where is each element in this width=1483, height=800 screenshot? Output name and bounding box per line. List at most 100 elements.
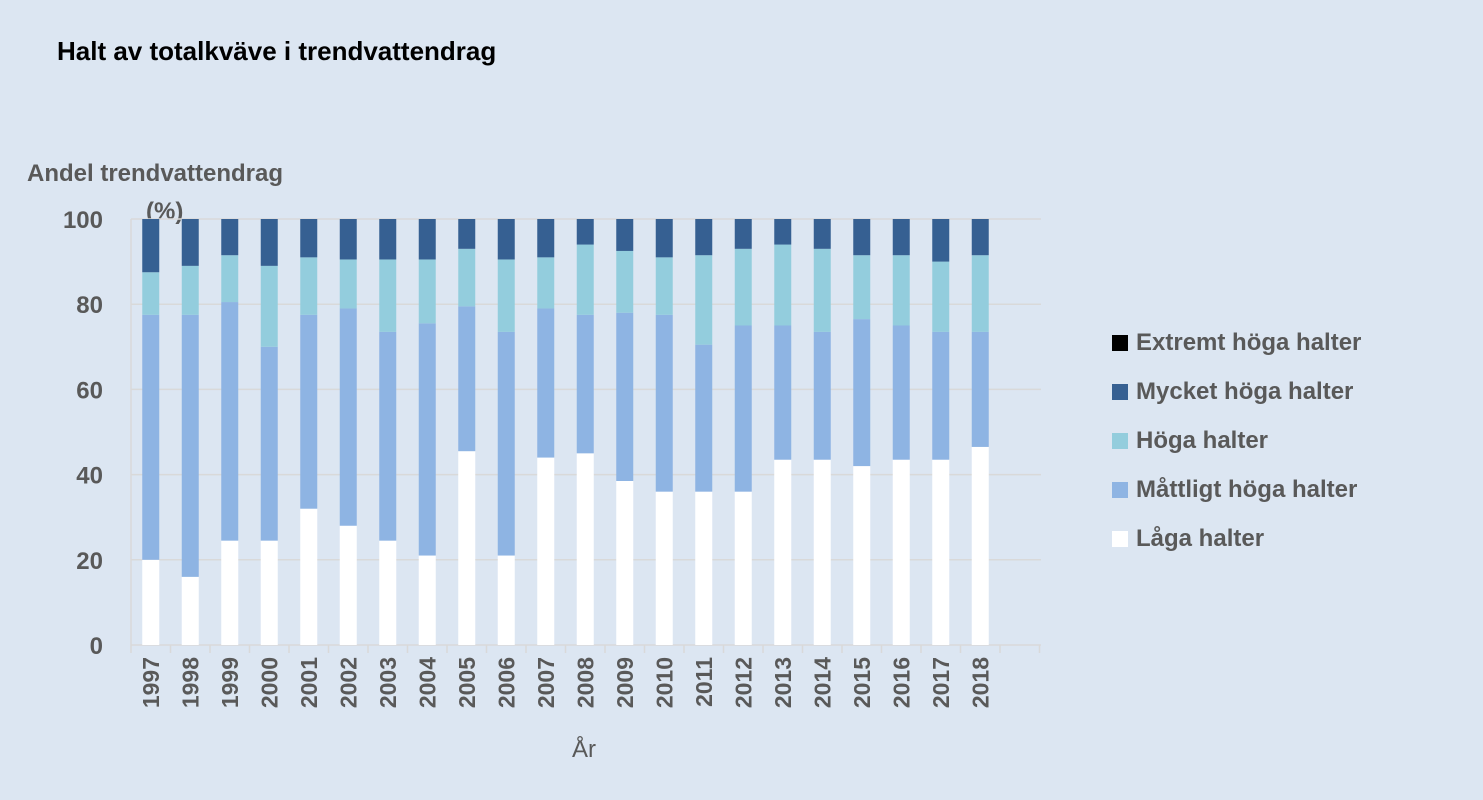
legend-swatch [1112,481,1128,498]
x-tick-label: 2004 [414,657,440,708]
x-tick-label: 2001 [296,657,322,708]
bar-höga-halter-2017 [932,261,950,332]
bar-mycket-höga-halter-2003 [379,219,397,260]
bar-höga-halter-2000 [260,265,278,347]
bar-höga-halter-2003 [379,259,397,332]
x-tick-label: 2017 [928,657,954,708]
bar-höga-halter-2008 [576,244,594,315]
bar-höga-halter-1997 [142,272,160,315]
bar-låga-halter-2001 [300,508,318,645]
bar-mycket-höga-halter-2008 [576,219,594,245]
bar-höga-halter-2013 [774,244,792,326]
bar-måttligt-höga-halter-2000 [260,346,278,541]
bar-måttligt-höga-halter-2003 [379,331,397,541]
bar-låga-halter-2018 [971,446,989,645]
x-tick-label: 2006 [493,657,519,708]
bar-låga-halter-2006 [497,555,515,645]
y-tick-label: 60 [76,377,103,404]
bar-låga-halter-2009 [616,480,634,645]
x-tick-label: 2013 [770,657,796,708]
bar-höga-halter-2014 [813,248,831,332]
legend-item: Höga halter [1112,416,1361,465]
bar-mycket-höga-halter-2002 [339,219,357,260]
legend-swatch [1112,530,1128,547]
bar-måttligt-höga-halter-2015 [853,319,871,467]
bar-höga-halter-2007 [537,257,555,309]
x-axis-label: År [572,736,596,763]
bar-måttligt-höga-halter-2004 [418,323,436,556]
y-axis-label: Andel trendvattendrag [27,160,284,187]
bar-låga-halter-2007 [537,457,555,645]
legend-item: Extremt höga halter [1112,318,1361,367]
y-tick-label: 40 [76,463,103,490]
legend-item: Måttligt höga halter [1112,465,1361,514]
bar-måttligt-höga-halter-2018 [971,331,989,447]
x-tick-label: 1999 [217,657,243,708]
bar-måttligt-höga-halter-2014 [813,331,831,460]
x-tick-label: 2005 [454,657,480,708]
legend-label: Mycket höga halter [1136,377,1354,405]
bar-måttligt-höga-halter-2013 [774,325,792,460]
bar-mycket-höga-halter-2004 [418,219,436,260]
bar-höga-halter-2002 [339,259,357,309]
bar-höga-halter-2009 [616,250,634,313]
bar-höga-halter-2006 [497,259,515,332]
legend-label: Extremt höga halter [1136,328,1362,356]
bar-mycket-höga-halter-1997 [142,219,160,273]
legend-label: Måttligt höga halter [1136,475,1358,503]
bar-mycket-höga-halter-2011 [695,219,713,256]
x-tick-label: 2008 [572,657,598,708]
bar-låga-halter-2003 [379,540,397,645]
bar-mycket-höga-halter-2017 [932,219,950,262]
bar-låga-halter-2014 [813,459,831,645]
bar-måttligt-höga-halter-2005 [458,306,476,452]
x-tick-label: 2012 [730,657,756,708]
bar-låga-halter-2017 [932,459,950,645]
bar-låga-halter-2013 [774,459,792,645]
x-tick-label: 2018 [967,657,993,708]
legend-item: Mycket höga halter [1112,367,1361,416]
bar-höga-halter-2004 [418,259,436,324]
bar-mycket-höga-halter-2000 [260,219,278,266]
x-tick-label: 1998 [177,657,203,708]
bar-låga-halter-2000 [260,540,278,645]
legend-swatch [1112,432,1128,449]
bar-låga-halter-2004 [418,555,436,645]
legend-label: Låga halter [1136,524,1265,552]
legend-label: Höga halter [1136,426,1269,454]
bar-höga-halter-2012 [734,248,752,326]
bar-mycket-höga-halter-2013 [774,219,792,245]
x-tick-label: 2016 [888,657,914,708]
bar-låga-halter-2008 [576,453,594,645]
legend-swatch [1112,334,1128,351]
bar-mycket-höga-halter-1998 [181,219,199,266]
bar-höga-halter-2015 [853,255,871,320]
bar-låga-halter-2002 [339,525,357,645]
bar-måttligt-höga-halter-1997 [142,314,160,560]
bar-låga-halter-2012 [734,491,752,645]
bar-måttligt-höga-halter-2017 [932,331,950,460]
bar-låga-halter-2005 [458,451,476,645]
bar-mycket-höga-halter-2007 [537,219,555,258]
bar-måttligt-höga-halter-2007 [537,308,555,458]
bar-höga-halter-2001 [300,257,318,315]
legend: Extremt höga halter Mycket höga halter Hög… [1112,318,1361,563]
x-tick-label: 2010 [651,657,677,708]
bar-måttligt-höga-halter-2016 [892,325,910,460]
bar-mycket-höga-halter-2016 [892,219,910,256]
x-tick-label: 2002 [335,657,361,708]
bar-mycket-höga-halter-2005 [458,219,476,249]
bar-mycket-höga-halter-2012 [734,219,752,249]
bar-måttligt-höga-halter-1999 [221,302,239,541]
bar-höga-halter-1998 [181,265,199,315]
x-tick-label: 2003 [375,657,401,708]
bar-höga-halter-2018 [971,255,989,332]
bar-höga-halter-2005 [458,248,476,307]
y-tick-label: 20 [76,548,103,575]
bar-måttligt-höga-halter-2008 [576,314,594,454]
bar-låga-halter-2011 [695,491,713,645]
bar-låga-halter-2010 [655,491,673,645]
bar-måttligt-höga-halter-2010 [655,314,673,492]
